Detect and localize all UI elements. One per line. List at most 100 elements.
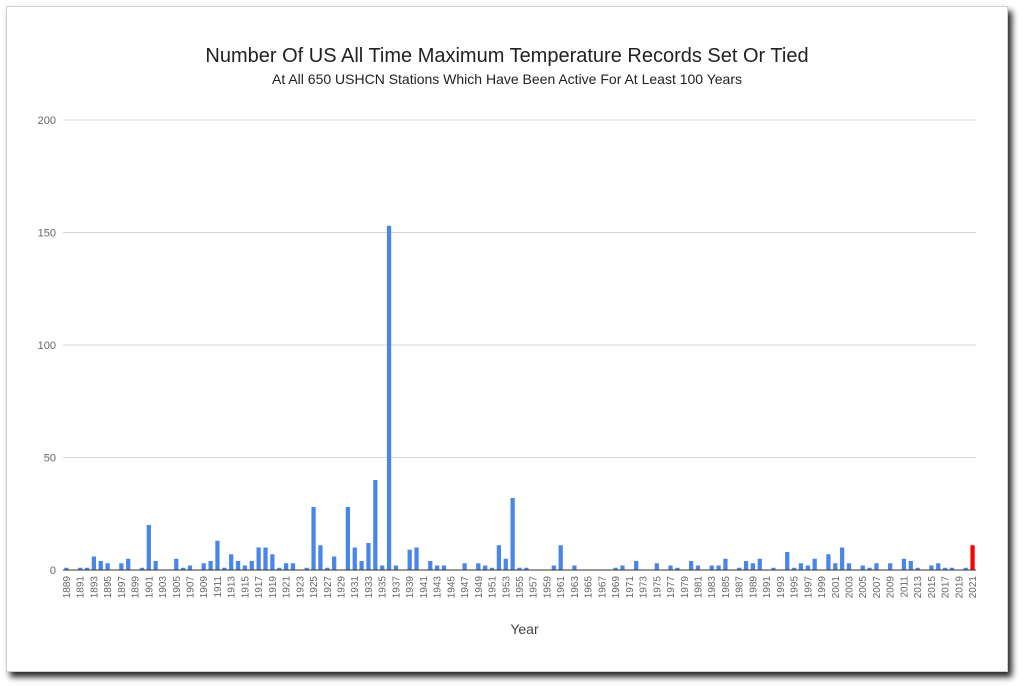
bar-1956 bbox=[524, 567, 529, 570]
bar-1981 bbox=[695, 565, 701, 570]
y-tick-label: 0 bbox=[50, 565, 56, 577]
x-tick-label: 1971 bbox=[625, 576, 636, 599]
x-tick-label: 1937 bbox=[391, 576, 402, 599]
bar-1942 bbox=[428, 561, 433, 570]
bar-1934 bbox=[373, 480, 378, 570]
bar-1990 bbox=[757, 558, 762, 570]
x-tick-label: 1967 bbox=[597, 576, 608, 599]
bar-1995 bbox=[791, 567, 797, 570]
bar-1901 bbox=[146, 525, 151, 570]
x-tick-label: 2001 bbox=[831, 576, 842, 599]
x-tick-label: 1979 bbox=[680, 576, 691, 599]
bar-1928 bbox=[332, 556, 337, 570]
bar-1952 bbox=[496, 545, 502, 570]
x-tick-label: 1907 bbox=[185, 576, 196, 599]
bar-1970 bbox=[620, 565, 625, 570]
x-tick-label: 1999 bbox=[817, 576, 828, 599]
bar-1992 bbox=[771, 567, 776, 570]
bar-2000 bbox=[826, 554, 831, 570]
bar-1955 bbox=[517, 567, 522, 570]
x-tick-label: 1897 bbox=[117, 576, 128, 599]
x-tick-label: 2005 bbox=[858, 576, 869, 599]
x-tick-label: 1929 bbox=[337, 576, 348, 599]
x-tick-label: 1957 bbox=[529, 576, 540, 599]
x-tick-label: 1953 bbox=[501, 576, 512, 599]
x-tick-label: 1921 bbox=[282, 576, 293, 599]
bar-1920 bbox=[277, 567, 282, 570]
bar-1891 bbox=[78, 567, 83, 570]
bar-2007 bbox=[874, 563, 879, 570]
x-tick-label: 1959 bbox=[542, 576, 553, 599]
bar-1892 bbox=[84, 567, 90, 570]
x-tick-label: 1975 bbox=[652, 576, 663, 599]
bar-1907 bbox=[187, 565, 193, 570]
x-tick-label: 1889 bbox=[62, 576, 73, 599]
x-tick-label: 1939 bbox=[405, 576, 416, 599]
x-tick-label: 1891 bbox=[76, 576, 87, 599]
bar-1897 bbox=[119, 563, 124, 570]
bar-1910 bbox=[208, 561, 213, 570]
x-tick-label: 1901 bbox=[144, 576, 155, 599]
bar-1926 bbox=[318, 545, 323, 570]
bar-1895 bbox=[105, 563, 110, 570]
bar-1953 bbox=[503, 558, 508, 570]
bar-1915 bbox=[242, 565, 248, 570]
bar-1914 bbox=[235, 561, 241, 570]
x-tick-label: 1963 bbox=[570, 576, 581, 599]
x-tick-label: 1961 bbox=[556, 576, 567, 599]
x-tick-label: 1933 bbox=[364, 576, 375, 599]
y-tick-label: 200 bbox=[38, 115, 56, 127]
y-tick-label: 100 bbox=[38, 340, 56, 352]
x-tick-label: 1969 bbox=[611, 576, 622, 599]
bar-2003 bbox=[846, 563, 852, 570]
bar-1925 bbox=[311, 507, 316, 570]
bar-1902 bbox=[153, 561, 158, 570]
x-tick-label: 1981 bbox=[693, 576, 704, 599]
x-tick-label: 1909 bbox=[199, 576, 210, 599]
y-tick-label: 50 bbox=[44, 453, 56, 465]
x-tick-label: 1943 bbox=[433, 576, 444, 599]
x-tick-label: 1905 bbox=[172, 576, 183, 599]
x-tick-label: 2003 bbox=[845, 576, 856, 599]
bar-1988 bbox=[743, 561, 749, 570]
x-tick-label: 1949 bbox=[474, 576, 485, 599]
bar-1924 bbox=[304, 567, 309, 570]
x-tick-label: 2021 bbox=[968, 576, 979, 599]
x-axis-title: Year bbox=[510, 621, 539, 637]
bar-1984 bbox=[716, 565, 721, 570]
bar-2017 bbox=[942, 567, 948, 570]
bar-2018 bbox=[949, 567, 955, 570]
bar-1980 bbox=[688, 561, 694, 570]
bar-2001 bbox=[833, 563, 838, 570]
x-tick-label: 1919 bbox=[268, 576, 279, 599]
bar-1930 bbox=[345, 507, 351, 570]
chart-title: Number Of US All Time Maximum Temperatur… bbox=[205, 45, 809, 67]
x-tick-label: 1997 bbox=[803, 576, 814, 599]
bar-1906 bbox=[181, 567, 186, 570]
bar-1919 bbox=[270, 554, 275, 570]
bar-1932 bbox=[359, 561, 364, 570]
x-tick-label: 2013 bbox=[913, 576, 924, 599]
bar-1939 bbox=[407, 549, 412, 570]
x-tick-label: 1989 bbox=[748, 576, 759, 599]
x-tick-label: 1941 bbox=[419, 576, 430, 599]
bar-1937 bbox=[393, 565, 399, 570]
bar-1963 bbox=[572, 565, 577, 570]
bar-2013 bbox=[915, 567, 920, 570]
bar-2020 bbox=[963, 567, 968, 570]
x-tick-label: 2009 bbox=[886, 576, 897, 599]
bar-1933 bbox=[366, 543, 371, 570]
x-tick-label: 1995 bbox=[790, 576, 801, 599]
bar-1893 bbox=[91, 556, 97, 570]
x-tick-label: 1973 bbox=[639, 576, 650, 599]
bar-1975 bbox=[654, 563, 659, 570]
bar-1998 bbox=[812, 558, 817, 570]
bar-1996 bbox=[798, 563, 804, 570]
bar-1935 bbox=[380, 565, 385, 570]
bar-2005 bbox=[860, 565, 865, 570]
bar-1922 bbox=[290, 563, 296, 570]
bar-1936 bbox=[386, 225, 392, 570]
bar-2021 bbox=[970, 545, 975, 570]
bar-1944 bbox=[441, 565, 447, 570]
